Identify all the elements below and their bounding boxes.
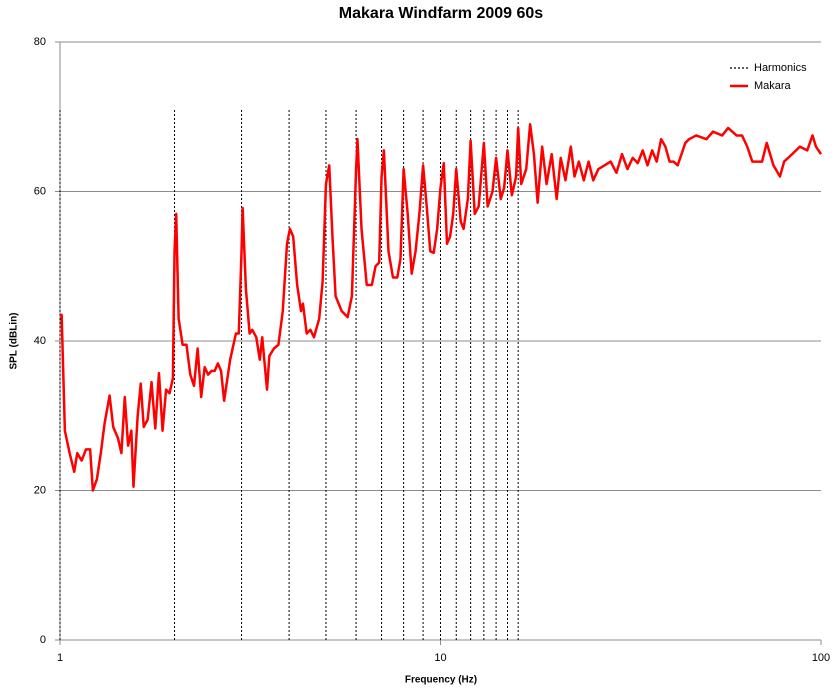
legend-label: Harmonics <box>754 62 807 74</box>
y-tick-label: 0 <box>40 634 46 646</box>
y-tick-label: 40 <box>34 335 46 347</box>
x-tick-label: 1 <box>57 652 63 664</box>
data-line <box>60 122 823 492</box>
chart-title: Makara Windfarm 2009 60s <box>339 5 544 22</box>
x-tick-label: 10 <box>434 652 446 664</box>
y-tick-label: 80 <box>34 36 46 48</box>
x-axis-label: Frequency (Hz) <box>405 675 477 686</box>
y-tick-label: 20 <box>34 484 46 496</box>
y-tick-label: 60 <box>34 185 46 197</box>
y-axis-label: SPL (dBLin) <box>9 312 20 369</box>
x-tick-label: 100 <box>812 652 830 664</box>
legend-label: Makara <box>754 80 792 92</box>
